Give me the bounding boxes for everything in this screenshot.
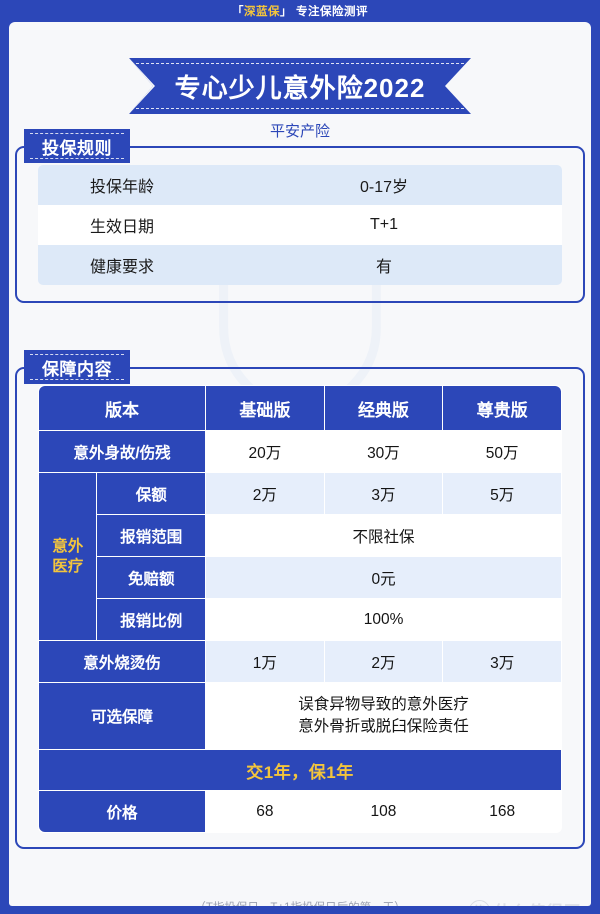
rule-value: 有 [375,259,392,276]
brand-bracket-close: 」 [280,6,292,18]
table-row: 交1年，保1年 [39,750,561,790]
table-row: 价格 68 108 168 [39,791,561,832]
table-header-row: 版本 基础版 经典版 尊贵版 [39,386,561,430]
cell-value: 50万 [443,431,561,472]
title-ribbon: 专心少儿意外险2022 [9,58,591,114]
brand-name: 深蓝保 [244,6,280,18]
rule-key: 健康要求 [89,259,154,276]
table-row: 报销范围 不限社保 [39,515,561,556]
row-label-reimbursement-ratio: 报销比例 [97,599,206,640]
row-label-price: 价格 [39,791,206,832]
column-header-plan-classic: 经典版 [324,386,443,430]
optional-line-2: 意外骨折或脱臼保险责任 [298,718,469,735]
cell-price-basic: 68 [206,791,324,832]
cell-value-spanning: 0元 [206,557,561,598]
column-header-plan-basic: 基础版 [206,386,324,430]
cell-value: 3万 [324,473,443,514]
row-label-optional-coverage: 可选保障 [39,683,206,749]
brand-bracket-open: 「 [232,6,244,18]
cell-value: 5万 [443,473,561,514]
row-label-sum-insured: 保额 [97,473,206,514]
section-tab-label: 投保规则 [42,138,112,158]
row-label-deductible: 免赔额 [97,557,206,598]
cell-value: 2万 [206,473,324,514]
brand-tagline: 专注保险测评 [296,6,368,18]
table-row: 报销比例 100% [39,599,561,640]
group-label-line-2: 医疗 [52,557,84,575]
table-row: 可选保障 误食异物导致的意外医疗 意外骨折或脱臼保险责任 [39,683,561,749]
term-banner: 交1年，保1年 [39,750,561,790]
insurance-rules-card: 投保年龄 0-17岁 生效日期 T+1 健康要求 有 [15,146,585,303]
ribbon-notch-right [445,58,471,114]
table-row: 意外 医疗 保额 2万 3万 5万 [39,473,561,640]
table-row: 意外身故/伤残 20万 30万 50万 [39,431,561,472]
column-header-plan-premium: 尊贵版 [443,386,561,430]
table-row: 生效日期 T+1 [38,205,562,245]
rule-value: T+1 [369,216,398,233]
cell-value-spanning: 不限社保 [206,515,561,556]
cell-optional-coverage: 误食异物导致的意外医疗 意外骨折或脱臼保险责任 [206,683,561,749]
cell-value: 1万 [206,641,324,682]
page-subtitle: 平安产险 [269,123,330,140]
section-tab-insurance-rules: 投保规则 [24,129,130,163]
coverage-content-card: 版本 基础版 经典版 尊贵版 意外身故/伤残 20万 30万 50万 意外 医 [15,367,585,849]
cell-price-classic: 108 [324,791,443,832]
ribbon-notch-left [129,58,155,114]
table-row: 投保年龄 0-17岁 [38,165,562,205]
column-header-version: 版本 [39,386,206,430]
cell-value: 30万 [324,431,443,472]
brand-strip: 「深蓝保」 专注保险测评 [0,0,600,22]
rule-key: 投保年龄 [89,179,154,196]
group-label-line-1: 意外 [52,538,84,556]
rule-value: 0-17岁 [359,179,409,196]
table-row: 免赔额 0元 [39,557,561,598]
optional-line-1: 误食异物导致的意外医疗 [298,695,469,713]
section-tab-coverage-content: 保障内容 [24,350,130,384]
row-group-label-accident-medical: 意外 医疗 [39,473,97,640]
section-tab-label: 保障内容 [42,359,112,379]
table-row: 健康要求 有 [38,245,562,285]
cell-value: 2万 [324,641,443,682]
row-label-reimbursement-scope: 报销范围 [97,515,206,556]
cell-value: 20万 [206,431,324,472]
cell-value-spanning: 100% [206,599,561,640]
insurance-rules-table: 投保年龄 0-17岁 生效日期 T+1 健康要求 有 [38,165,562,285]
rule-key: 生效日期 [89,219,154,236]
footnote: （T指投保日，T+1指投保日后的第一天） [9,899,591,906]
cell-price-premium: 168 [443,791,561,832]
coverage-comparison-table: 版本 基础版 经典版 尊贵版 意外身故/伤残 20万 30万 50万 意外 医 [38,385,562,833]
page-title: 专心少儿意外险2022 [174,72,426,103]
row-label-death-disability: 意外身故/伤残 [39,431,206,472]
cell-value: 3万 [443,641,561,682]
row-label-burn-scald: 意外烧烫伤 [39,641,206,682]
content-panel: 专心少儿意外险2022 平安产险 投保规则 投保年龄 0-17岁 生效日期 T+… [9,22,591,906]
table-row: 意外烧烫伤 1万 2万 3万 [39,641,561,682]
